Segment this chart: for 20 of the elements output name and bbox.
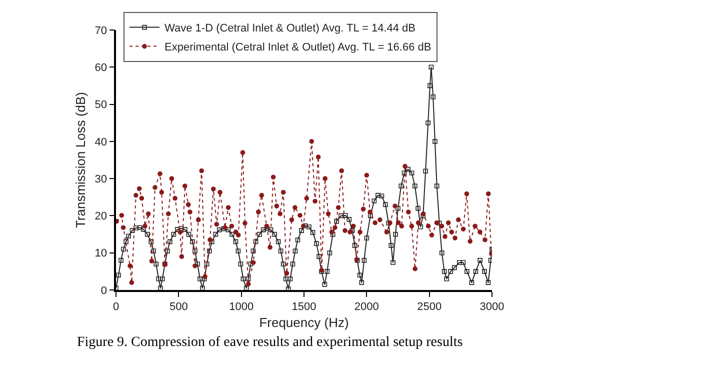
x-tick-label: 0 — [112, 300, 120, 313]
x-tick-label: 1500 — [292, 300, 316, 313]
y-axis-title: Transmission Loss (dB) — [73, 92, 88, 228]
caption: Figure 9. Compression of eave results and experimental setup results — [77, 335, 463, 350]
y-tick-label: 50 — [94, 99, 108, 112]
x-tick-label: 3000 — [480, 300, 504, 313]
y-tick-label: 70 — [94, 24, 108, 37]
x-tick-label: 2500 — [417, 300, 442, 313]
x-tick-label: 1000 — [229, 300, 254, 313]
legend-label: Wave 1-D (Cetral Inlet & Outlet) Avg. TL = 14.44 dB — [164, 22, 416, 35]
y-tick-label: 60 — [94, 62, 108, 74]
y-tick-label: 30 — [94, 173, 108, 186]
y-tick-label: 40 — [94, 136, 108, 148]
y-tick-label: 0 — [100, 284, 108, 297]
legend-label: Experimental (Cetral Inlet & Outlet) Avg. TL = 16.66 dB — [164, 42, 432, 54]
x-tick-label: 2000 — [354, 300, 379, 313]
y-tick-label: 10 — [94, 248, 108, 260]
x-axis-title: Frequency (Hz) — [259, 315, 349, 330]
x-tick-label: 500 — [169, 300, 188, 313]
y-tick-label: 20 — [94, 210, 108, 223]
